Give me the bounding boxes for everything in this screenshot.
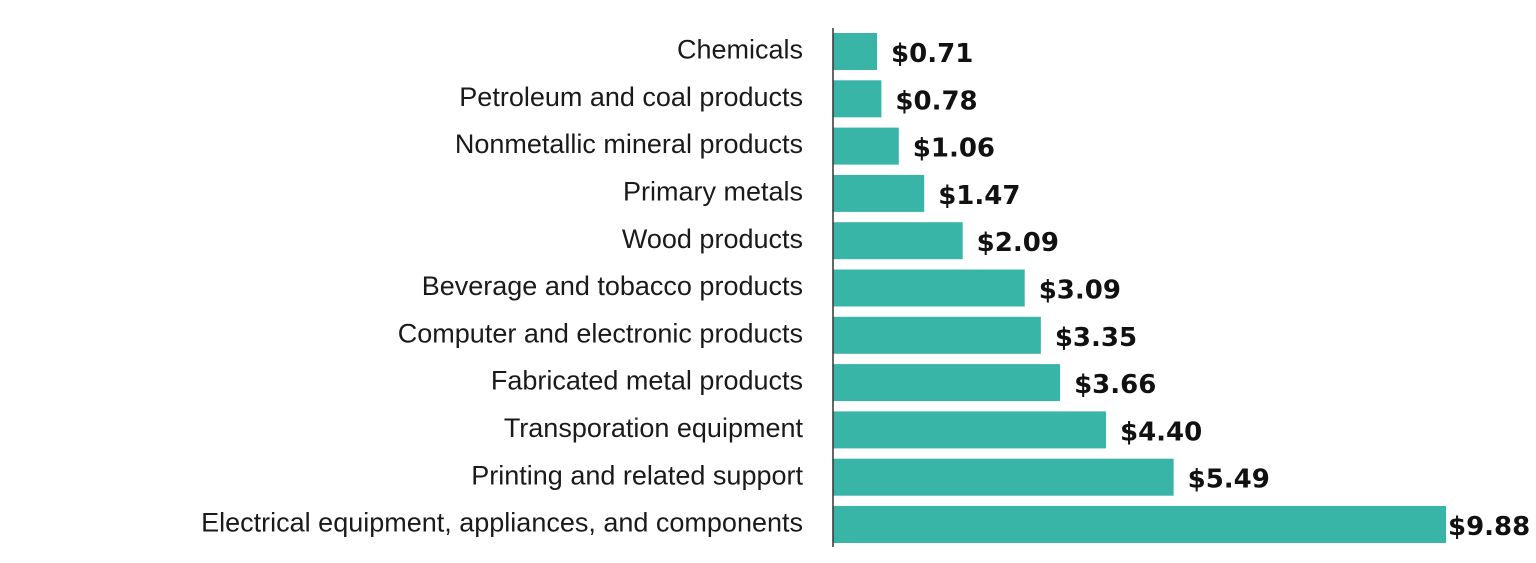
bar: [833, 269, 1025, 307]
category-label: Beverage and tobacco products: [422, 271, 803, 301]
category-label: Chemicals: [677, 35, 803, 65]
category-label: Nonmetallic mineral products: [455, 129, 803, 159]
bar: [833, 80, 882, 118]
value-label: $3.35: [1055, 323, 1137, 353]
value-label: $1.06: [913, 134, 995, 164]
value-label: $3.09: [1039, 276, 1121, 306]
category-label: Electrical equipment, appliances, and co…: [201, 508, 803, 538]
category-label: Petroleum and coal products: [459, 82, 803, 112]
category-label: Computer and electronic products: [398, 318, 803, 348]
value-label: $3.66: [1074, 370, 1156, 400]
category-labels-group: Chemicals Petroleum and coal products Nonm…: [201, 35, 803, 538]
value-label: $2.09: [977, 228, 1059, 258]
bar: [833, 411, 1106, 449]
value-label: $9.88: [1448, 512, 1530, 542]
category-label: Primary metals: [623, 177, 803, 207]
bar: [833, 127, 899, 165]
value-labels-group: $0.71 $0.78 $1.06 $1.47 $2.09 $3.09 $3.35 $3.66…: [891, 39, 1530, 542]
bar: [833, 458, 1174, 496]
category-label: Wood products: [622, 224, 803, 254]
value-label: $0.78: [895, 86, 977, 116]
bar: [833, 316, 1041, 354]
value-label: $5.49: [1188, 465, 1270, 495]
value-label: $1.47: [938, 181, 1020, 211]
bar: [833, 222, 963, 260]
category-label: Printing and related support: [471, 460, 803, 490]
bar: [833, 33, 878, 70]
bars-group: [833, 33, 1446, 543]
bar: [833, 174, 925, 212]
value-label: $4.40: [1120, 417, 1202, 447]
bar: [833, 506, 1446, 543]
category-label: Fabricated metal products: [491, 366, 803, 396]
value-label: $0.71: [891, 39, 973, 69]
category-label: Transporation equipment: [504, 413, 804, 443]
bar: [833, 364, 1061, 402]
